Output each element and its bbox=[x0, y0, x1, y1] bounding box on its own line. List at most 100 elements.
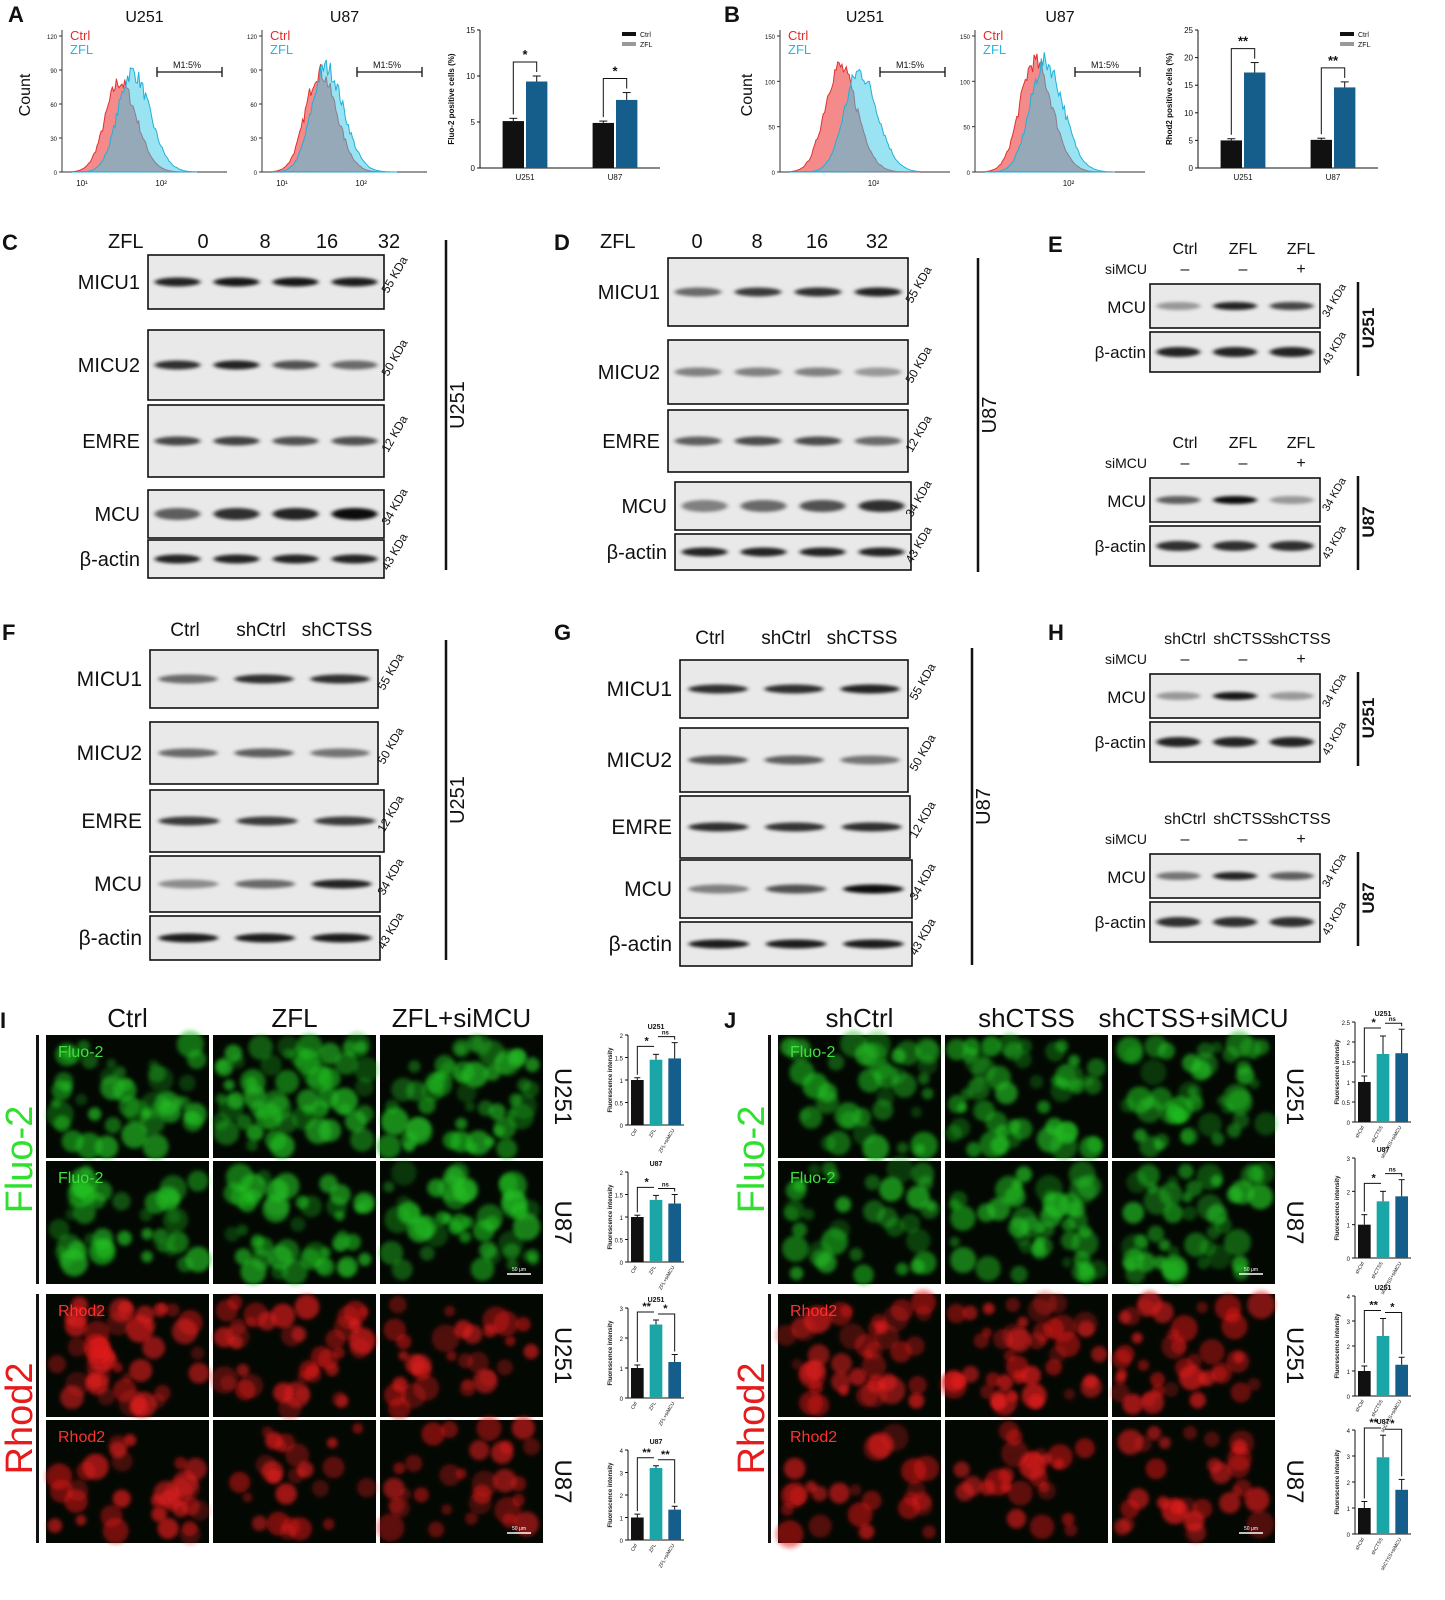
cell bbox=[515, 1316, 531, 1332]
category-label: U87 bbox=[608, 173, 623, 182]
bar bbox=[668, 1203, 681, 1262]
cell bbox=[1010, 1118, 1033, 1140]
cell bbox=[229, 1471, 251, 1493]
cell bbox=[1189, 1391, 1206, 1409]
cell bbox=[185, 1246, 211, 1273]
cell bbox=[91, 1305, 104, 1318]
cell bbox=[260, 1054, 282, 1076]
y-tick-label: 20 bbox=[1184, 54, 1193, 63]
protein-band bbox=[1156, 872, 1201, 880]
y-tick-label: 3 bbox=[1347, 1157, 1351, 1163]
cell bbox=[354, 1077, 374, 1097]
cell bbox=[236, 1224, 249, 1236]
legend-label: Ctrl bbox=[1358, 32, 1369, 39]
cell bbox=[525, 1057, 540, 1072]
cell bbox=[344, 1233, 361, 1251]
protein-band bbox=[331, 436, 378, 446]
significance-label: ** bbox=[1328, 53, 1339, 68]
y-axis-label: Fluorescence intensity bbox=[1335, 1175, 1341, 1241]
category-label: ZFL bbox=[648, 1401, 658, 1412]
cell bbox=[1120, 1097, 1135, 1113]
cell bbox=[428, 1521, 445, 1538]
kda-label: 50 KDa bbox=[906, 732, 938, 774]
gate-label: M1:5% bbox=[1091, 60, 1119, 70]
y-tick-label: 10 bbox=[1184, 109, 1193, 118]
bar bbox=[1244, 72, 1266, 168]
cell bbox=[385, 1099, 400, 1114]
cell bbox=[1247, 1377, 1261, 1391]
cell bbox=[995, 1081, 1018, 1105]
significance-bracket bbox=[658, 1188, 676, 1192]
significance-bracket bbox=[658, 1459, 676, 1504]
bar bbox=[649, 1199, 663, 1262]
cell bbox=[1221, 1101, 1234, 1114]
protein-band bbox=[154, 436, 201, 446]
significance-label: ** bbox=[642, 1301, 651, 1313]
cell bbox=[1254, 1112, 1278, 1136]
cell bbox=[446, 1350, 457, 1362]
cell bbox=[1136, 1096, 1163, 1123]
cell bbox=[853, 1264, 874, 1285]
protein-band bbox=[674, 287, 722, 297]
cell bbox=[117, 1230, 132, 1246]
bar bbox=[502, 121, 524, 168]
cell bbox=[1156, 1496, 1170, 1510]
category-label: shCTSS bbox=[1370, 1536, 1385, 1556]
significance-label: * bbox=[663, 1303, 668, 1315]
micrograph-I-2-1 bbox=[210, 1294, 376, 1420]
legend-zfl: ZFL bbox=[270, 42, 293, 57]
gate-label: M1:5% bbox=[373, 60, 401, 70]
cell bbox=[1064, 1523, 1078, 1537]
cell bbox=[838, 1385, 849, 1396]
cell bbox=[182, 1111, 203, 1132]
cell bbox=[262, 1195, 290, 1223]
cell bbox=[1040, 1453, 1053, 1465]
cell bbox=[459, 1380, 476, 1397]
cell-line-label: U87 bbox=[1359, 506, 1378, 537]
cell bbox=[1005, 1297, 1021, 1313]
protein-label: β-actin bbox=[1095, 343, 1146, 362]
scale-label: 50 μm bbox=[512, 1267, 526, 1273]
kda-label: 34 KDa bbox=[1320, 281, 1349, 320]
protein-band bbox=[154, 508, 201, 520]
legend-label: ZFL bbox=[640, 42, 653, 49]
cell bbox=[465, 1512, 478, 1525]
cell bbox=[1178, 1163, 1194, 1179]
bar bbox=[1395, 1196, 1408, 1258]
y-tick-label: 100 bbox=[960, 80, 971, 86]
protein-band bbox=[154, 277, 201, 287]
cell bbox=[1146, 1182, 1159, 1194]
bar bbox=[1395, 1489, 1408, 1534]
micrograph-J-1-0 bbox=[778, 1155, 941, 1285]
protein-band bbox=[740, 500, 787, 512]
protein-label: MCU bbox=[94, 504, 140, 526]
protein-band bbox=[310, 674, 370, 684]
category-label: Ctrl bbox=[630, 1543, 639, 1553]
simcu-mark: – bbox=[1239, 455, 1248, 472]
histogram-title: U251 bbox=[125, 9, 163, 26]
cell bbox=[181, 1520, 198, 1537]
cell bbox=[354, 1040, 368, 1054]
significance-label: * bbox=[1390, 1418, 1395, 1430]
cell-line-label: U87 bbox=[1281, 1459, 1308, 1503]
group-bar bbox=[768, 1294, 771, 1543]
cell bbox=[1028, 1393, 1044, 1410]
cell bbox=[975, 1255, 1001, 1282]
kda-label: 34 KDa bbox=[1320, 671, 1349, 710]
protein-band bbox=[734, 287, 782, 297]
cell bbox=[175, 1475, 201, 1501]
cell bbox=[502, 1513, 518, 1529]
cell bbox=[1253, 1039, 1270, 1055]
micrograph-J-3-1 bbox=[945, 1420, 1108, 1543]
cell bbox=[89, 1192, 106, 1209]
cell bbox=[1206, 1225, 1221, 1240]
cell bbox=[1011, 1179, 1022, 1190]
bar-chart-I: 0 1 2 3 Fluorescence intensity U251 Ctrl ZFL ZFL… bbox=[608, 1297, 684, 1427]
bar bbox=[1395, 1053, 1408, 1122]
cell bbox=[113, 1066, 126, 1079]
cell bbox=[507, 1048, 527, 1068]
significance-bracket bbox=[1385, 1022, 1403, 1027]
protein-label: MCU bbox=[1107, 492, 1146, 511]
cell bbox=[503, 1190, 514, 1201]
